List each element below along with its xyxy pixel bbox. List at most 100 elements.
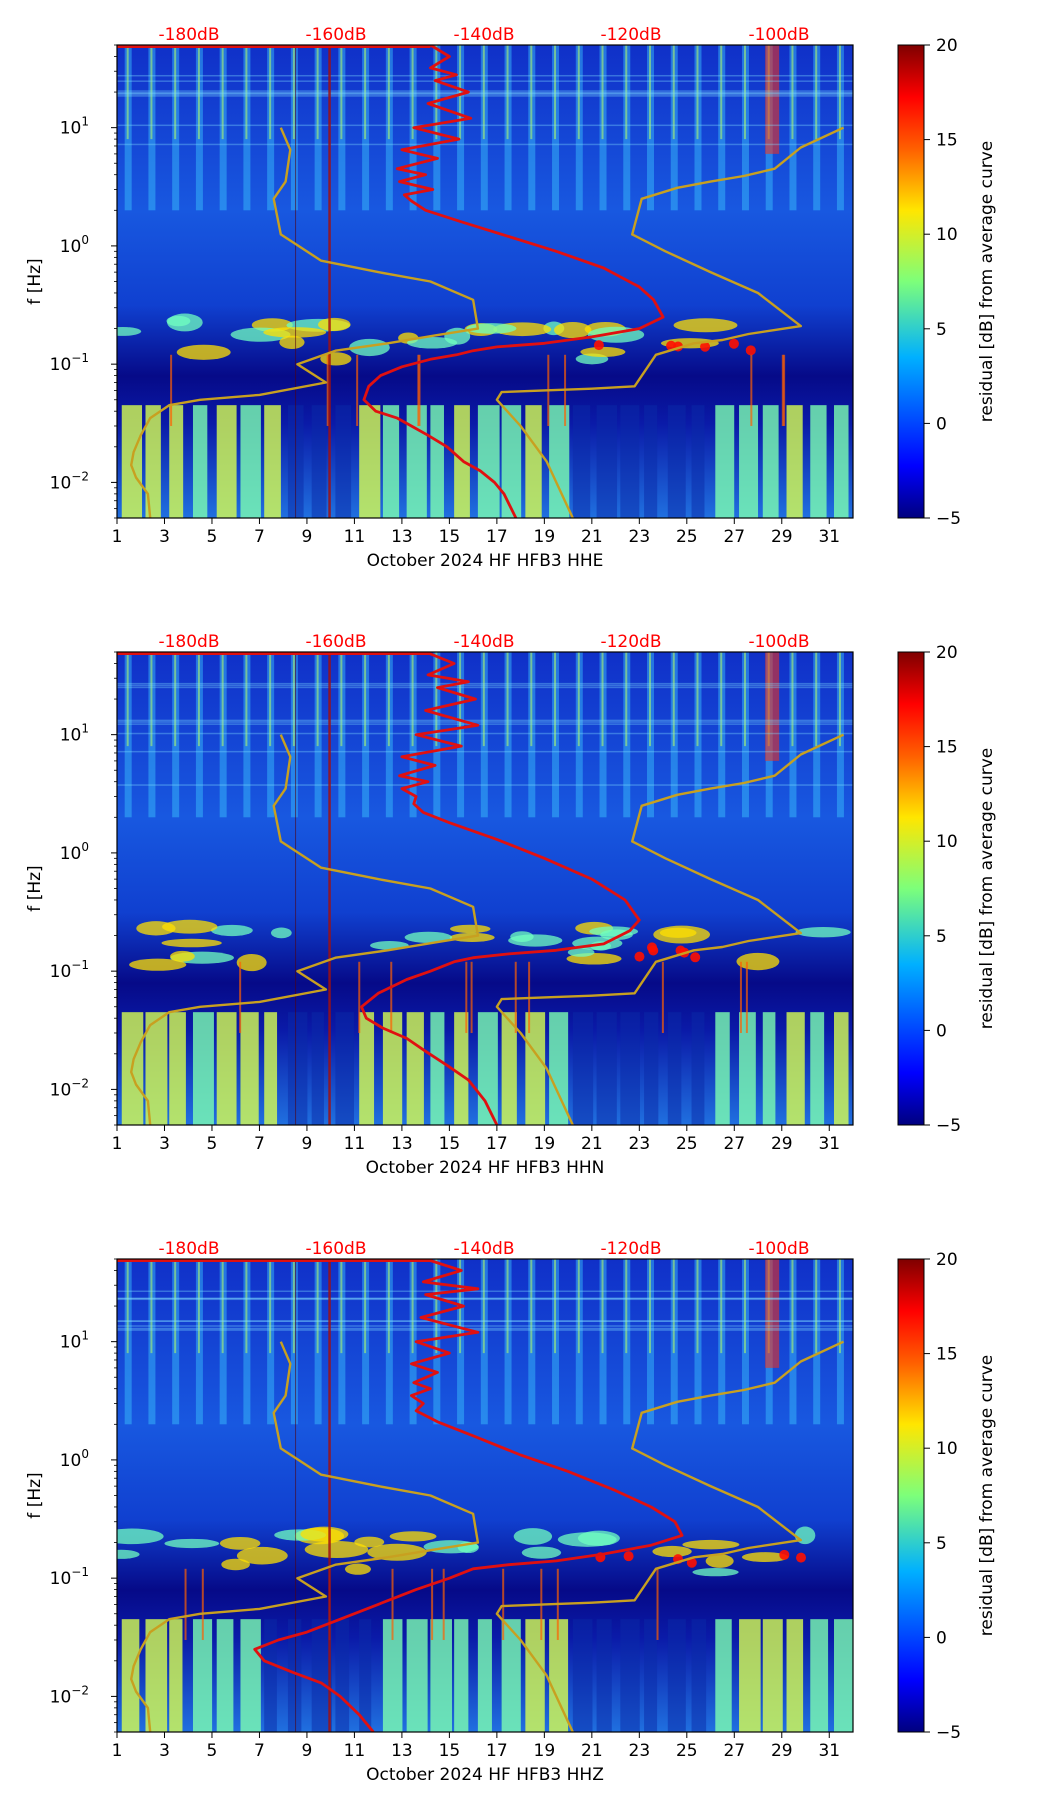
hot-spot xyxy=(700,341,711,352)
hot-spot xyxy=(796,1552,807,1563)
instrument-line xyxy=(328,1259,331,1732)
x-tick-label: 7 xyxy=(254,1741,265,1761)
day-streak-core xyxy=(411,45,414,140)
microseism-column xyxy=(121,1619,140,1732)
day-streak-core xyxy=(411,652,414,747)
microseism-column xyxy=(786,405,803,518)
microseism-column xyxy=(240,405,261,518)
microseism-blob xyxy=(164,1538,220,1549)
db-scale-label: -120dB xyxy=(600,1239,661,1259)
y-tick-label: 10−2 xyxy=(50,1076,89,1100)
x-tick-label: 19 xyxy=(534,1741,556,1761)
hot-spot xyxy=(634,951,645,962)
x-tick-label: 5 xyxy=(207,1134,218,1154)
day-streak-core xyxy=(696,652,699,747)
day-streak-core xyxy=(815,1259,818,1354)
microseism-blob xyxy=(161,938,222,948)
transient-spike xyxy=(239,961,242,1033)
x-tick-label: 25 xyxy=(676,1741,698,1761)
day-streak-core xyxy=(459,45,462,140)
y-axis-label: f [Hz] xyxy=(25,865,45,911)
day-streak-core xyxy=(838,652,841,747)
speckle-line xyxy=(117,92,853,94)
x-tick-label: 11 xyxy=(344,527,366,547)
day-streak-core xyxy=(838,1259,841,1354)
day-streak-core xyxy=(411,1259,414,1354)
x-tick-label: 13 xyxy=(391,1741,413,1761)
microseism-column xyxy=(406,405,427,518)
day-streak-core xyxy=(530,1259,533,1354)
microseism-blob xyxy=(236,1546,288,1565)
microseism-blob xyxy=(795,927,851,938)
day-streak-core xyxy=(791,45,794,140)
microseism-column xyxy=(406,1619,428,1732)
x-tick-label: 17 xyxy=(486,1134,508,1154)
microseism-column xyxy=(406,1012,424,1125)
transient-spike xyxy=(502,1568,505,1640)
microseism-column xyxy=(216,405,237,518)
day-streak-core xyxy=(316,45,319,140)
transient-spike xyxy=(783,354,786,426)
microseism-column xyxy=(430,405,444,518)
day-streak-core xyxy=(269,652,272,747)
microseism-column xyxy=(169,405,184,518)
microseism-blob xyxy=(513,1528,553,1545)
day-streak-core xyxy=(387,45,390,140)
db-scale-label: -140dB xyxy=(453,1239,514,1259)
microseism-column xyxy=(192,405,208,518)
noise-spectrum-curve xyxy=(253,1259,684,1732)
microseism-blob xyxy=(176,344,231,360)
day-streak-core xyxy=(459,652,462,747)
instrument-line xyxy=(295,652,297,1125)
colorbar-gradient xyxy=(897,44,925,519)
speckle-line xyxy=(117,80,853,82)
day-streak-core xyxy=(221,45,224,140)
day-streak-core xyxy=(150,1259,153,1354)
speckle-line xyxy=(117,719,853,722)
x-tick-label: 13 xyxy=(391,527,413,547)
model-curve-low xyxy=(129,1341,480,1732)
speckle-line xyxy=(117,1320,853,1322)
day-streak-core xyxy=(815,652,818,747)
speckle-line xyxy=(117,1297,853,1300)
x-tick-label: 1 xyxy=(112,1741,123,1761)
microseism-blob xyxy=(221,1558,250,1571)
noise-spectrum-curve xyxy=(362,45,665,518)
microseism-column xyxy=(739,1012,756,1125)
y-tick-label: 101 xyxy=(60,1329,89,1353)
db-scale-label: -180dB xyxy=(158,25,219,45)
microseism-blob xyxy=(211,924,253,937)
microseism-column xyxy=(359,405,381,518)
noise-spectrum-curve xyxy=(360,652,641,1125)
microseism-column xyxy=(311,1012,324,1125)
day-streak-core xyxy=(435,652,438,747)
microseism-blob xyxy=(389,1531,437,1542)
x-tick-label: 21 xyxy=(581,1134,603,1154)
speckle-line xyxy=(117,1329,853,1331)
day-streak-core xyxy=(530,652,533,747)
microseism-column xyxy=(810,405,827,518)
x-tick-label: 27 xyxy=(723,1134,745,1154)
x-tick-label: 21 xyxy=(581,1741,603,1761)
y-tick-label: 10−1 xyxy=(50,1565,89,1589)
microseism-column xyxy=(501,405,522,518)
hf-band xyxy=(765,652,780,761)
day-streak-core xyxy=(197,45,200,140)
day-streak-core xyxy=(530,45,533,140)
day-streak-core xyxy=(554,1259,557,1354)
transient-spike xyxy=(656,1568,659,1640)
speckle-line xyxy=(117,686,853,689)
x-tick-label: 17 xyxy=(486,527,508,547)
model-curve-low xyxy=(129,734,480,1125)
day-streak-core xyxy=(720,652,723,747)
transient-spike xyxy=(391,1568,394,1640)
hf-band xyxy=(765,1259,780,1368)
microseism-blob xyxy=(567,947,595,957)
microseism-blob xyxy=(236,953,267,972)
day-streak-core xyxy=(364,652,367,747)
colorbar-tick-label: 0 xyxy=(936,1628,947,1648)
day-streak-core xyxy=(364,45,367,140)
colorbar-tick-label: 10 xyxy=(936,832,958,852)
x-tick-label: 29 xyxy=(771,1134,793,1154)
